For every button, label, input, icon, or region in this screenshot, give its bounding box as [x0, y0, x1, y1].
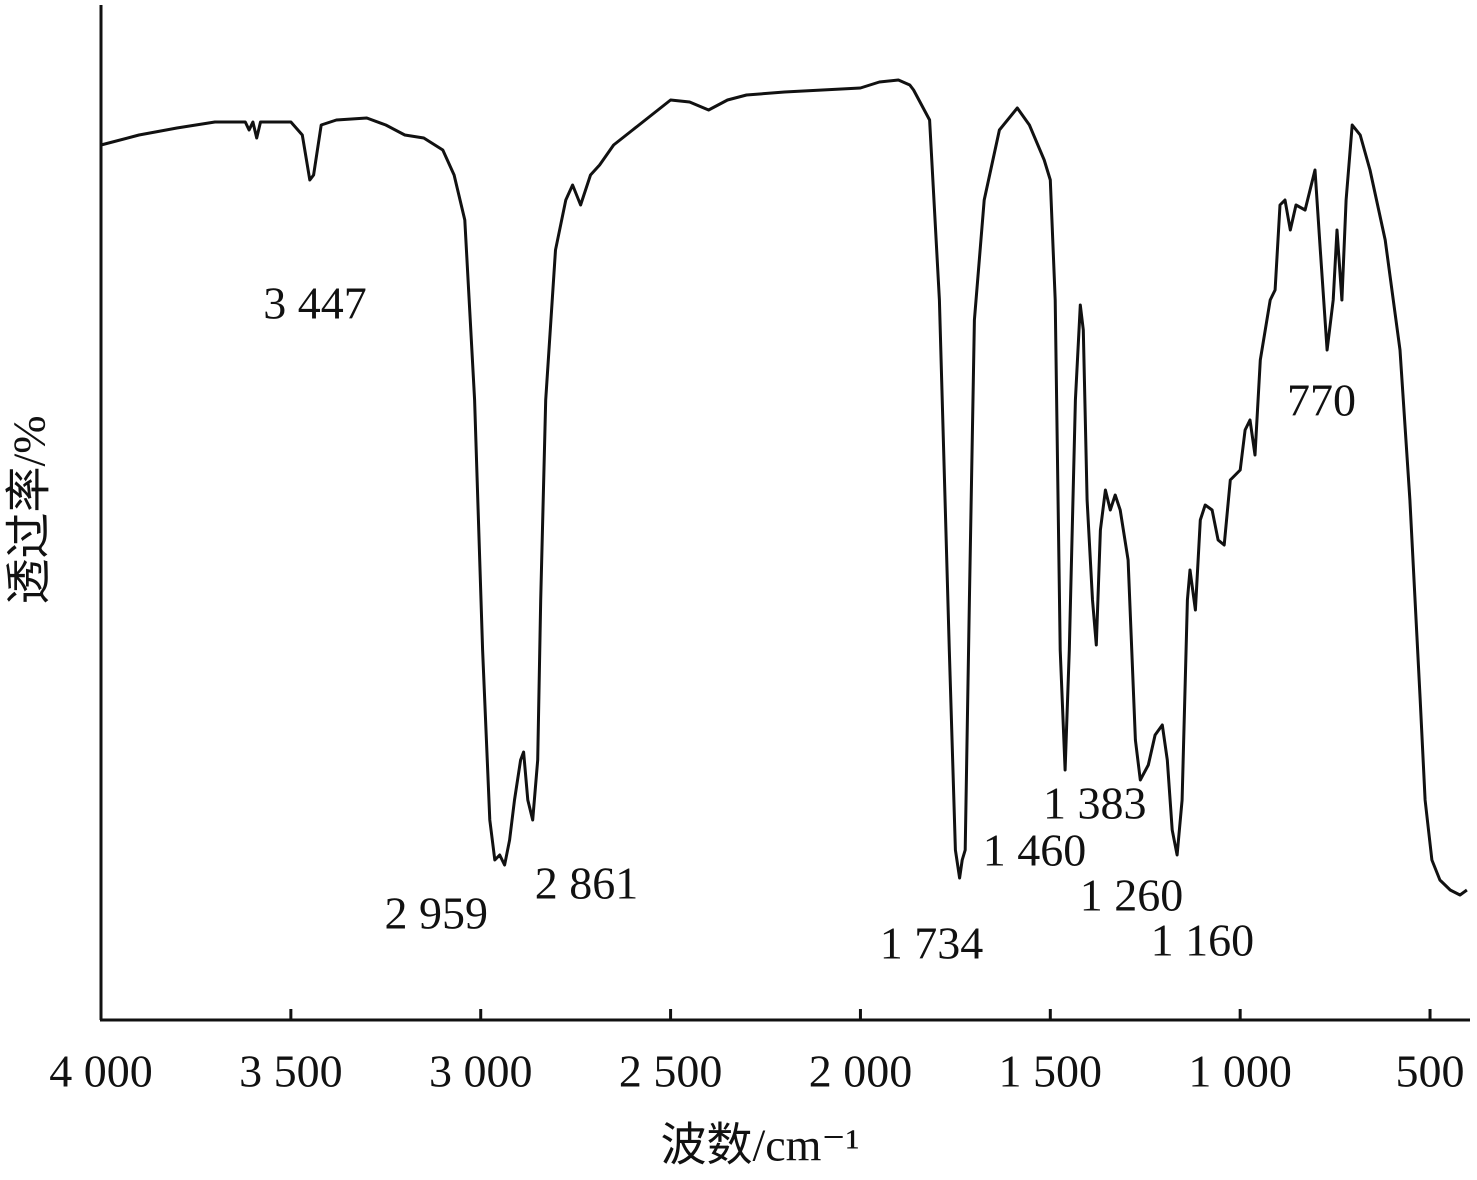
spectrum-line [100, 78, 1468, 897]
peak-label: 1 260 [1080, 870, 1184, 921]
peak-label: 1 460 [983, 825, 1087, 876]
y-axis-label: 透过率/% [4, 415, 55, 604]
peak-label: 770 [1287, 375, 1356, 426]
peak-label: 1 734 [880, 918, 984, 969]
x-tick-label: 500 [1396, 1046, 1465, 1097]
peak-label: 1 160 [1151, 915, 1255, 966]
peak-label: 3 447 [263, 278, 367, 329]
x-tick-label: 2 500 [619, 1046, 723, 1097]
peak-label: 2 959 [385, 888, 489, 939]
x-tick-label: 2 000 [809, 1046, 913, 1097]
x-axis-label: 波数/cm⁻¹ [660, 1120, 859, 1171]
x-tick-label: 4 000 [49, 1046, 153, 1097]
peak-label: 1 383 [1043, 778, 1147, 829]
x-tick-label: 1 500 [999, 1046, 1103, 1097]
x-tick-label: 1 000 [1188, 1046, 1292, 1097]
peak-label: 2 861 [535, 858, 639, 909]
x-tick-label: 3 500 [239, 1046, 343, 1097]
x-tick-label: 3 000 [429, 1046, 533, 1097]
